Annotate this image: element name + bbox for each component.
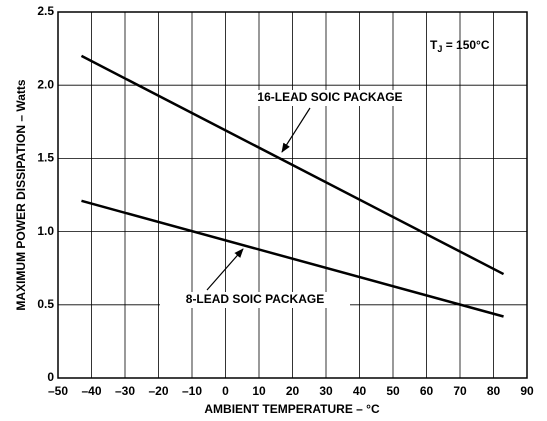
y-axis-title: MAXIMUM POWER DISSIPATION – Watts <box>14 79 28 310</box>
x-tick-label: 40 <box>353 384 367 398</box>
y-tick-label: 0 <box>47 370 54 384</box>
annotation-part: = 150°C <box>442 38 489 52</box>
annotation-sub: J <box>437 44 442 54</box>
x-tick-label: 70 <box>453 384 467 398</box>
y-tick-label: 1.0 <box>37 224 54 238</box>
x-tick-label: 60 <box>420 384 434 398</box>
arrow <box>206 248 244 291</box>
x-axis-title: AMBIENT TEMPERATURE – °C <box>204 402 380 416</box>
x-tick-label: 50 <box>386 384 400 398</box>
y-tick-label: 2.0 <box>37 77 54 91</box>
label-background <box>235 90 425 106</box>
x-tick-label: 90 <box>520 384 534 398</box>
x-tick-label: 30 <box>319 384 333 398</box>
y-tick-label: 1.5 <box>37 151 54 165</box>
series-line <box>81 199 504 318</box>
series-label: 8-LEAD SOIC PACKAGE <box>186 292 324 306</box>
series-label: 16-LEAD SOIC PACKAGE <box>257 90 402 104</box>
y-tick-label: 2.5 <box>37 4 54 18</box>
y-tick-label: 0.5 <box>37 297 54 311</box>
plot-frame <box>57 11 528 379</box>
x-tick-label: 20 <box>286 384 300 398</box>
x-tick-label: –40 <box>81 384 101 398</box>
x-tick-label: 10 <box>252 384 266 398</box>
x-tick-label: 80 <box>487 384 501 398</box>
arrow <box>281 107 311 153</box>
x-tick-label: –10 <box>182 384 202 398</box>
x-tick-label: –20 <box>148 384 168 398</box>
x-tick-label: –30 <box>115 384 135 398</box>
annotation-part: T <box>430 38 438 52</box>
x-tick-label: –50 <box>48 384 68 398</box>
series-line <box>80 54 505 276</box>
x-tick-label: 0 <box>222 384 229 398</box>
annotation: TJ = 150°C <box>430 38 490 54</box>
label-background <box>160 292 350 308</box>
